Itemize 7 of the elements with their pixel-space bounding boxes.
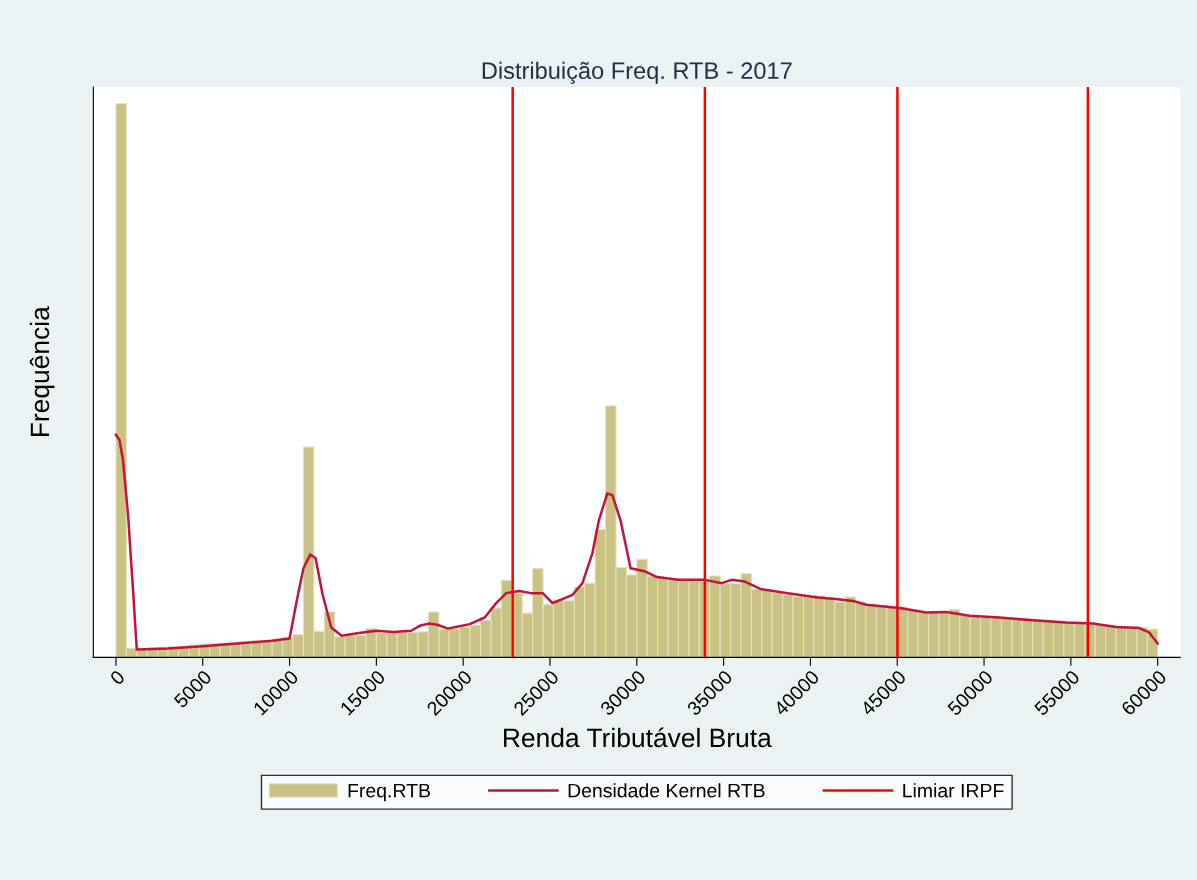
y-axis-title: Frequência <box>29 306 55 437</box>
legend-label: Densidade Kernel RTB <box>568 783 765 798</box>
x-tick-label: 0 <box>109 669 126 686</box>
legend-label: Freq.RTB <box>348 783 430 802</box>
chart-title: Distribuição Freq. RTB - 2017 <box>482 61 792 84</box>
x-axis-title: Renda Tributável Bruta <box>504 727 772 748</box>
legend-label: Limiar IRPF <box>903 783 1004 798</box>
